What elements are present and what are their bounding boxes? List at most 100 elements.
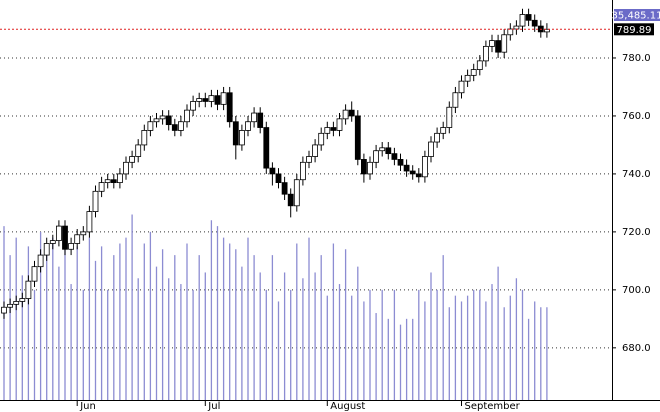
candle-body xyxy=(495,40,502,53)
candle-body xyxy=(245,121,251,131)
candle-body xyxy=(19,298,26,302)
candle-body xyxy=(153,118,160,123)
header-value-box xyxy=(614,9,660,21)
candle-body xyxy=(98,182,105,192)
candle-body xyxy=(287,193,294,207)
candle-body xyxy=(452,92,459,108)
x-tick-label: Jul xyxy=(207,401,220,412)
candle-body xyxy=(489,40,495,47)
candle-body xyxy=(56,225,62,241)
candle-body xyxy=(37,254,44,268)
candle-body xyxy=(428,141,434,157)
candle-body xyxy=(476,60,483,70)
candle-body xyxy=(92,190,99,212)
candle-body xyxy=(226,92,233,123)
candle-body xyxy=(482,45,489,62)
y-tick-label: 740.0 xyxy=(622,169,651,180)
candle-body xyxy=(214,95,221,105)
candle-body xyxy=(348,109,355,117)
candle-body xyxy=(147,121,154,131)
candle-body xyxy=(13,301,20,305)
candle-body xyxy=(43,243,50,256)
candle-body xyxy=(129,156,136,163)
y-tick-label: 760.0 xyxy=(622,111,651,122)
candle-body xyxy=(391,153,398,160)
candle-body xyxy=(135,144,142,157)
candle-body xyxy=(312,144,319,157)
candle-body xyxy=(513,25,520,30)
candle-body xyxy=(7,303,13,308)
last-price-label: 789.89 xyxy=(617,25,652,36)
candle-body xyxy=(397,159,404,166)
candle-body xyxy=(202,98,209,102)
candle-body xyxy=(184,109,190,123)
candle-body xyxy=(141,130,148,146)
header-value: 35,485.11 xyxy=(612,11,660,22)
candle-body xyxy=(251,112,258,123)
candle-body xyxy=(306,156,312,163)
candle-body xyxy=(117,173,123,184)
y-tick-label: 680.0 xyxy=(622,343,651,354)
candle-body xyxy=(86,211,93,233)
candle-body xyxy=(299,161,306,181)
candle-body xyxy=(275,173,282,184)
candle-body xyxy=(367,161,373,175)
candle-body xyxy=(464,74,471,82)
candle-body xyxy=(68,243,74,250)
candle-body xyxy=(208,95,215,102)
candle-body xyxy=(293,179,300,207)
last-price-box xyxy=(614,23,654,36)
y-tick-label: 700.0 xyxy=(622,285,651,296)
candle-body xyxy=(458,80,465,94)
candle-body xyxy=(318,132,325,146)
candle-body xyxy=(342,109,349,120)
candle-body xyxy=(281,182,288,195)
candle-body xyxy=(171,124,178,131)
candle-body xyxy=(165,115,172,126)
candle-body xyxy=(159,115,166,120)
x-tick-label: August xyxy=(330,401,365,412)
candle-body xyxy=(373,150,380,163)
candle-body xyxy=(531,19,538,27)
candle-body xyxy=(190,101,197,111)
candle-body xyxy=(354,115,361,160)
candle-body xyxy=(501,34,508,53)
candle-body xyxy=(25,280,32,299)
candle-body xyxy=(544,28,550,33)
y-tick-label: 780.0 xyxy=(622,53,651,64)
candle-body xyxy=(403,164,410,172)
candle-body xyxy=(177,121,184,131)
candle-body xyxy=(409,170,416,175)
candle-body xyxy=(110,179,117,184)
candle-body xyxy=(220,92,227,105)
candle-body xyxy=(421,156,428,178)
candle-body xyxy=(49,240,56,244)
candle-body xyxy=(74,234,81,244)
candle-body xyxy=(238,130,245,146)
candle-body xyxy=(104,179,111,184)
candle-body xyxy=(196,98,203,102)
candle-body xyxy=(31,266,38,282)
candle-body xyxy=(324,127,331,134)
candle-body xyxy=(336,118,343,131)
candle-body xyxy=(434,132,441,143)
candle-body xyxy=(80,231,87,236)
candle-body xyxy=(123,161,129,175)
candle-body xyxy=(263,127,270,169)
candle-body xyxy=(446,106,453,128)
candle-body xyxy=(257,112,264,128)
x-tick-label: September xyxy=(465,401,521,412)
candle-body xyxy=(360,159,367,175)
candle-body xyxy=(330,127,337,131)
candle-body xyxy=(440,127,447,134)
candle-body xyxy=(415,173,422,178)
y-tick-label: 720.0 xyxy=(622,227,651,238)
candle-body xyxy=(269,167,276,175)
candle-body xyxy=(232,121,239,146)
candle-body xyxy=(470,69,477,76)
candle-body xyxy=(379,147,386,152)
candle-body xyxy=(385,147,392,155)
candle-body xyxy=(1,306,7,314)
